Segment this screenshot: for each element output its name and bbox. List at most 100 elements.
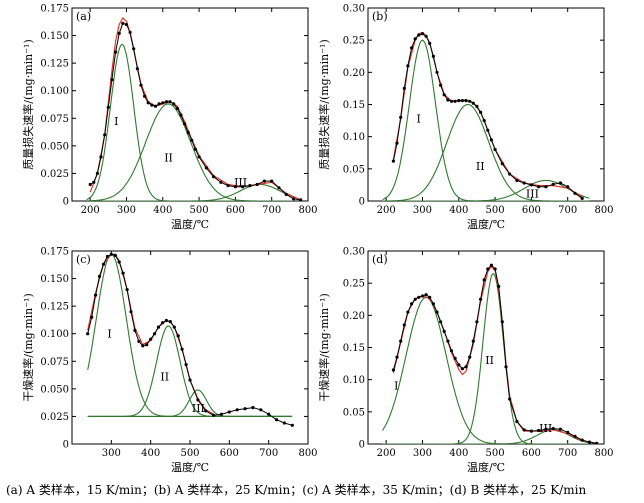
measured-curve (87, 253, 293, 426)
measured-point (493, 267, 497, 271)
x-tick-label: 400 (449, 448, 468, 459)
measured-point (105, 254, 109, 259)
measured-point (101, 262, 106, 266)
measured-point (424, 293, 428, 297)
measured-point (117, 260, 121, 264)
measured-point (580, 438, 584, 442)
measured-point (153, 104, 158, 108)
measured-point (479, 110, 483, 114)
y-tick-label: 0.100 (40, 329, 69, 340)
panel-label: (c) (76, 253, 91, 266)
measured-point (90, 315, 94, 319)
chart-panel-4: 200 300 400 500 600 700 800 0 0.05 0.10 0.15 0.20 0.… (317, 247, 614, 475)
measured-point (468, 355, 472, 359)
measured-point (219, 412, 224, 416)
measured-point (186, 131, 190, 135)
measured-curve (89, 22, 301, 201)
measured-point (212, 175, 216, 179)
peak-label-II: II (485, 354, 494, 367)
measured-point (464, 99, 468, 103)
measured-curve (392, 33, 583, 199)
measured-point (500, 320, 504, 324)
x-tick-label: 800 (298, 448, 317, 459)
measured-point (103, 133, 107, 137)
measured-point (410, 46, 414, 50)
fit-curve (89, 16, 301, 201)
measured-point (149, 337, 153, 341)
measured-point (573, 191, 577, 195)
y-axis-label: 干燥速率/(mg·min⁻¹) (317, 293, 331, 402)
measured-point (486, 267, 490, 271)
measured-point (235, 408, 239, 412)
measured-point (551, 182, 555, 186)
measured-point (99, 155, 103, 159)
measured-point (135, 67, 139, 71)
x-tick-label: 500 (486, 205, 505, 216)
measured-point (471, 101, 475, 105)
measured-point (558, 181, 563, 185)
y-tick-label: 0 (63, 440, 69, 451)
x-tick-label: 300 (413, 205, 432, 216)
measured-point (262, 179, 266, 183)
measured-point (251, 406, 255, 410)
measured-point (141, 344, 145, 348)
measured-point (595, 441, 599, 444)
y-tick-label: 0.075 (40, 114, 69, 125)
x-tick-label: 300 (413, 448, 432, 459)
x-tick-label: 700 (259, 448, 278, 459)
measured-point (146, 101, 150, 105)
measured-point (457, 99, 461, 103)
measured-point (197, 155, 201, 159)
figure-caption: (a) A 类样本，15 K/min；(b) A 类样本，25 K/min；(c… (6, 483, 587, 497)
measured-point (442, 329, 446, 333)
x-tick-label: 200 (81, 205, 100, 216)
measured-point (453, 356, 457, 360)
measured-point (172, 102, 176, 106)
measured-point (290, 423, 294, 427)
measured-point (299, 198, 303, 201)
y-tick-label: 0.150 (40, 274, 69, 285)
measured-point (428, 41, 432, 46)
x-tick-label: 400 (449, 205, 468, 216)
measured-point (428, 295, 432, 299)
component-curve-III (382, 179, 590, 201)
y-tick-label: 0.15 (343, 100, 365, 111)
measured-point (172, 325, 176, 329)
measured-point (508, 172, 512, 176)
measured-point (544, 185, 548, 189)
x-axis-label: 温度/℃ (171, 217, 209, 231)
measured-point (282, 421, 286, 425)
x-tick-label: 600 (522, 448, 541, 459)
peak-label-III: III (539, 422, 552, 435)
measured-point (121, 21, 125, 25)
y-tick-label: 0.075 (40, 357, 69, 368)
measured-point (395, 141, 399, 145)
measured-point (227, 410, 231, 414)
measured-point (168, 320, 172, 324)
measured-point (515, 419, 519, 424)
y-tick-label: 0.100 (40, 86, 69, 97)
measured-point (468, 99, 472, 103)
measured-point (573, 434, 577, 438)
measured-point (259, 408, 263, 412)
measured-point (391, 368, 395, 372)
measured-point (212, 413, 216, 417)
measured-point (113, 253, 117, 257)
x-tick-label: 800 (594, 205, 613, 216)
y-tick-label: 0 (63, 197, 69, 208)
y-tick-label: 0.05 (343, 407, 365, 418)
measured-point (417, 33, 421, 37)
x-tick-label: 700 (262, 205, 281, 216)
component-curve-I (87, 253, 292, 417)
measured-point (580, 196, 584, 200)
peak-label-I: I (416, 113, 420, 126)
measured-point (410, 302, 414, 306)
y-tick-label: 0.10 (343, 132, 365, 143)
x-tick-label: 500 (180, 448, 199, 459)
panel-label: (b) (372, 10, 388, 23)
measured-point (544, 427, 548, 431)
measured-point (558, 427, 563, 431)
x-tick-label: 600 (226, 205, 245, 216)
measured-point (145, 343, 149, 347)
measured-point (464, 365, 468, 369)
